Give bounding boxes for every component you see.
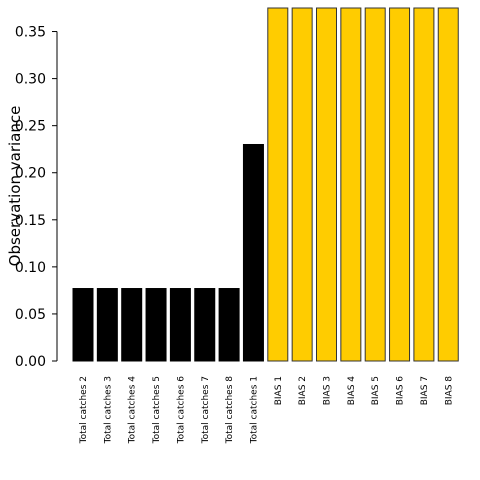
y-tick-label: 0.15 [15, 213, 46, 229]
y-axis: 0.00 0.05 0.10 0.15 0.20 0.25 0.30 0.35 [15, 25, 58, 370]
bar [121, 288, 143, 362]
bar [267, 7, 289, 362]
x-tick-label: Total catches 5 [152, 376, 162, 444]
x-tick-label: BIAS 3 [323, 376, 333, 405]
x-tick-label: BIAS 8 [444, 376, 454, 406]
bar [316, 7, 337, 362]
x-tick-label: BIAS 7 [420, 376, 430, 405]
x-tick-label: Total catches 4 [128, 376, 138, 445]
y-tick-label: 0.00 [15, 354, 46, 370]
x-tick-label: Total catches 6 [176, 376, 186, 445]
x-tick-label: Total catches 3 [103, 376, 113, 444]
x-tick-label: Total catches 1 [249, 376, 259, 444]
bar [291, 7, 313, 362]
x-axis-labels: Total catches 2 Total catches 3 Total catc… [79, 376, 454, 445]
bars [72, 7, 459, 362]
bar [413, 7, 435, 362]
y-tick-label: 0.35 [15, 25, 46, 41]
bar [340, 7, 362, 362]
x-tick-label: BIAS 6 [396, 376, 406, 406]
y-tick-label: 0.25 [15, 119, 46, 135]
y-tick-label: 0.10 [15, 260, 46, 276]
x-tick-label: BIAS 5 [371, 376, 381, 405]
bar [145, 288, 167, 362]
bar [96, 288, 118, 362]
bar [72, 288, 94, 362]
y-axis-title: Observation variance [6, 106, 24, 267]
bar [437, 7, 459, 362]
x-tick-label: BIAS 2 [298, 376, 308, 405]
x-tick-label: Total catches 8 [225, 376, 235, 445]
y-tick-label: 0.05 [15, 307, 46, 323]
bar [389, 7, 411, 362]
bar [194, 288, 216, 362]
bar [218, 288, 240, 362]
bar [242, 143, 264, 362]
y-tick-label: 0.30 [15, 72, 46, 88]
x-tick-label: BIAS 4 [347, 376, 357, 406]
bar [364, 7, 386, 362]
x-tick-label: BIAS 1 [274, 376, 284, 405]
y-tick-label: 0.20 [15, 166, 46, 182]
bar [169, 288, 191, 362]
x-tick-label: Total catches 2 [79, 376, 89, 444]
x-tick-label: Total catches 7 [201, 376, 211, 444]
